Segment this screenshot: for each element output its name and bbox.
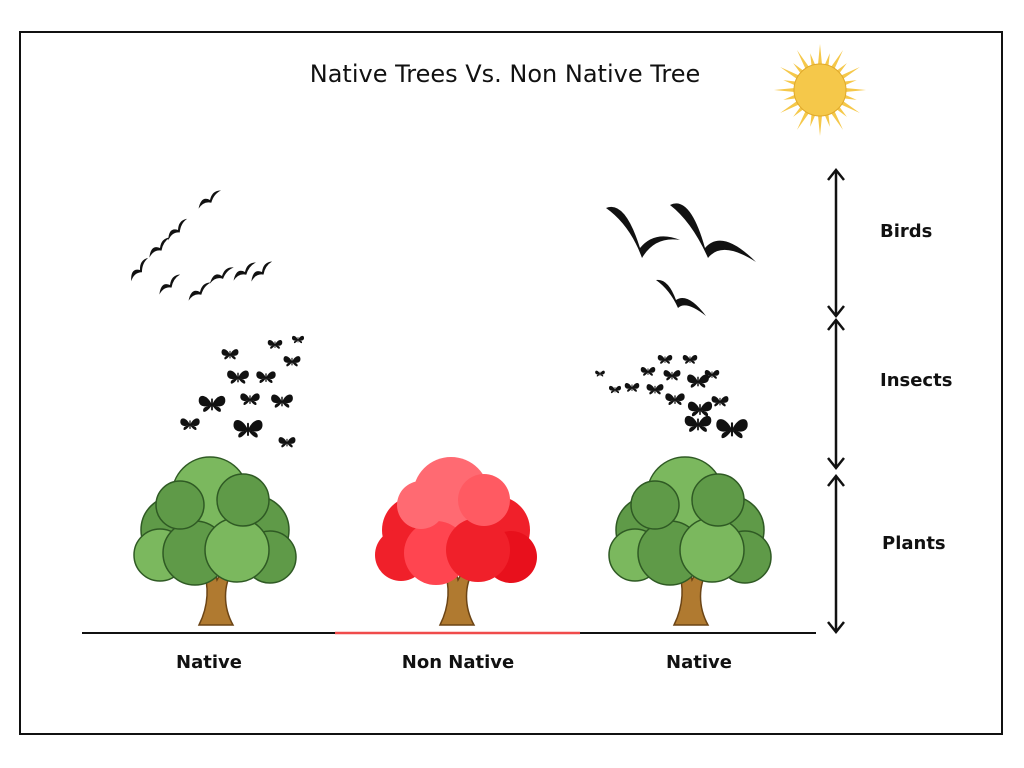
layer-label-insects: Insects	[880, 370, 953, 391]
layer-label-plants: Plants	[882, 533, 946, 554]
sun-ray	[780, 100, 801, 113]
birds-icon	[606, 203, 756, 316]
sun-icon	[774, 44, 866, 136]
sun-ray	[843, 87, 866, 93]
sun-ray	[830, 50, 843, 71]
butterflies-icon	[180, 335, 305, 448]
sun-ray	[783, 80, 798, 86]
diagram-frame	[19, 31, 1003, 735]
tree-label-native-right: Native	[666, 652, 732, 673]
sun-ray	[810, 53, 816, 68]
sun-ray	[783, 94, 798, 100]
sun-ray	[774, 87, 797, 93]
sun-ray	[817, 113, 823, 136]
sun-ray	[780, 67, 801, 80]
layer-label-birds: Birds	[880, 221, 933, 242]
sun-ray	[842, 94, 857, 100]
sun-ray	[824, 53, 830, 68]
diagram-title: Native Trees Vs. Non Native Tree	[309, 60, 701, 88]
double-arrow-icon	[827, 317, 845, 471]
tree-label-non-native: Non Native	[401, 652, 515, 673]
tree-icon	[608, 456, 772, 626]
butterflies-icon	[595, 355, 748, 439]
tree-label-native-left: Native	[176, 652, 242, 673]
sun-ray	[830, 109, 843, 130]
tree-icon	[133, 456, 297, 626]
sun-ray	[797, 109, 810, 130]
double-arrow-icon	[827, 167, 845, 319]
tree-icon	[374, 456, 538, 626]
birds-flock-icon	[125, 189, 276, 301]
sun-ray	[824, 112, 830, 127]
sun-ray	[842, 80, 857, 86]
sun-ray	[797, 50, 810, 71]
double-arrow-icon	[827, 473, 845, 635]
sun-ray	[839, 67, 860, 80]
sun-ray	[817, 44, 823, 67]
sun-ray	[839, 100, 860, 113]
sun-ray	[810, 112, 816, 127]
